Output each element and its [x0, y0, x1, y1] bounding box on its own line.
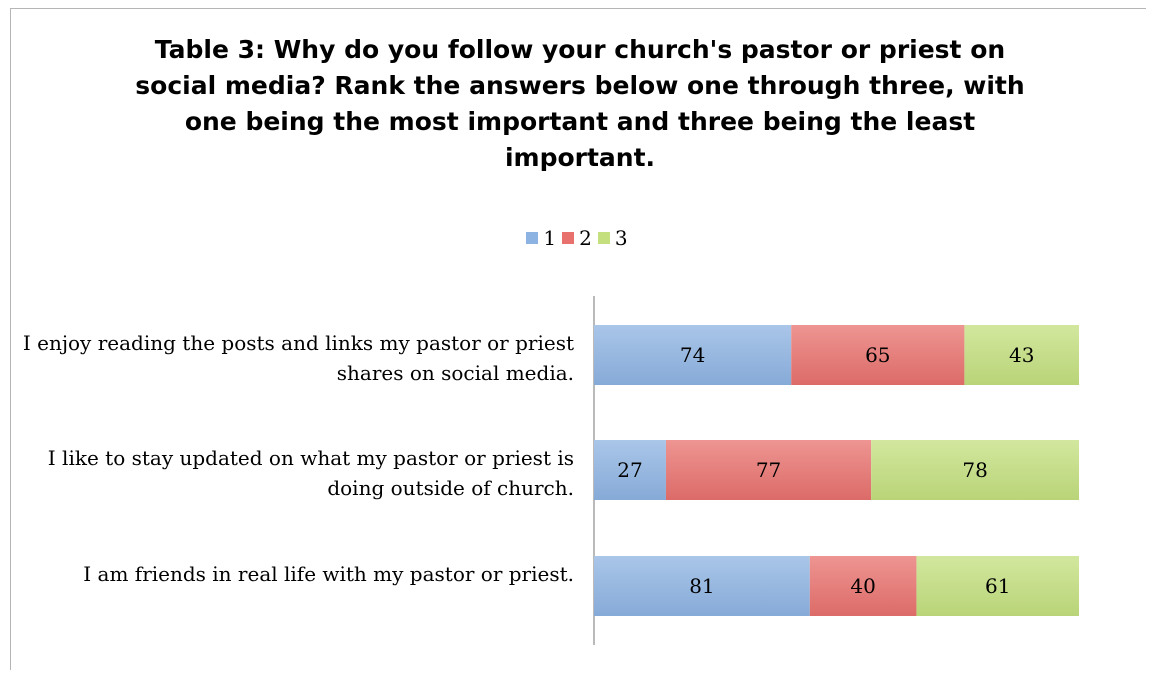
- data-label-3-series-1: 81: [689, 574, 714, 598]
- bar-2-series-2: [665, 440, 872, 500]
- legend-swatch-1: [526, 232, 539, 244]
- data-label-3-series-2: 40: [850, 574, 875, 598]
- chart-title: Table 3: Why do you follow your church's…: [135, 35, 1025, 172]
- data-label-1-series-2: 65: [865, 343, 890, 367]
- legend-label-2: 2: [579, 226, 592, 250]
- legend-item-1: 1: [526, 226, 556, 250]
- chart-frame: [10, 8, 1146, 670]
- legend-label-1: 1: [543, 226, 557, 250]
- data-label-3-series-3: 61: [985, 574, 1010, 598]
- legend-item-3: 3: [597, 226, 628, 250]
- category-label-3: I am friends in real life with my pastor…: [83, 562, 574, 586]
- category-label-1: I enjoy reading the posts and links my p…: [22, 331, 574, 385]
- legend-label-3: 3: [614, 226, 628, 250]
- bar-2-series-1: [594, 440, 666, 500]
- legend-swatch-2: [562, 232, 575, 244]
- bar-1-series-2: [791, 325, 965, 385]
- data-label-1-series-3: 43: [1009, 343, 1034, 367]
- data-label-2-series-2: 77: [756, 458, 781, 482]
- bar-3-series-2: [809, 556, 917, 616]
- bar-1-series-1: [594, 325, 792, 385]
- bar-1-series-3: [964, 325, 1079, 385]
- data-label-2-series-1: 27: [617, 458, 642, 482]
- legend-swatch-3: [597, 232, 610, 244]
- legend-item-2: 2: [562, 226, 592, 250]
- bars-group: 74 65 43 27 77 78 81 40 61: [594, 325, 1079, 616]
- bar-2-series-3: [871, 440, 1079, 500]
- legend: 1 2 3: [0, 226, 1154, 250]
- category-label-2: I like to stay updated on what my pastor…: [47, 446, 574, 500]
- bar-3-series-1: [594, 556, 810, 616]
- data-label-1-series-1: 74: [680, 343, 705, 367]
- data-label-2-series-3: 78: [962, 458, 987, 482]
- bar-3-series-3: [916, 556, 1079, 616]
